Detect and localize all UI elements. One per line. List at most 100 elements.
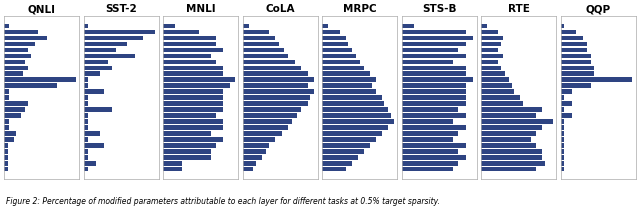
Bar	[84, 161, 95, 166]
Bar	[481, 155, 541, 160]
Bar	[481, 161, 545, 166]
Bar	[84, 107, 111, 112]
Title: QNLI: QNLI	[28, 4, 56, 14]
Bar	[163, 42, 216, 46]
Bar	[243, 72, 308, 76]
Bar	[84, 72, 100, 76]
Bar	[561, 59, 591, 64]
Bar	[481, 66, 501, 70]
Bar	[163, 167, 182, 171]
Bar	[84, 66, 111, 70]
Bar	[401, 24, 414, 28]
Bar	[84, 143, 104, 148]
Bar	[322, 101, 384, 106]
Bar	[481, 72, 506, 76]
Bar	[561, 36, 583, 40]
Bar	[481, 95, 520, 100]
Title: CoLA: CoLA	[266, 4, 295, 14]
Bar	[322, 30, 340, 34]
Bar	[243, 77, 314, 82]
Text: Figure 2: Percentage of modified parameters attributable to each layer for diffe: Figure 2: Percentage of modified paramet…	[6, 197, 440, 206]
Bar	[561, 131, 564, 136]
Bar	[322, 48, 352, 52]
Bar	[401, 113, 466, 118]
Bar	[4, 119, 9, 124]
Bar	[243, 119, 292, 124]
Bar	[322, 24, 328, 28]
Bar	[322, 125, 388, 130]
Bar	[4, 48, 28, 52]
Bar	[4, 113, 21, 118]
Bar	[84, 83, 88, 88]
Bar	[243, 131, 282, 136]
Bar	[401, 107, 458, 112]
Bar	[163, 89, 223, 94]
Bar	[401, 77, 474, 82]
Bar	[4, 72, 23, 76]
Bar	[243, 83, 308, 88]
Bar	[163, 149, 211, 154]
Title: MRPC: MRPC	[343, 4, 376, 14]
Bar	[401, 119, 452, 124]
Bar	[322, 77, 376, 82]
Bar	[163, 30, 199, 34]
Bar	[84, 24, 88, 28]
Bar	[481, 30, 497, 34]
Bar	[4, 83, 57, 88]
Bar	[322, 167, 346, 171]
Bar	[561, 42, 587, 46]
Bar	[561, 89, 572, 94]
Bar	[84, 125, 88, 130]
Bar	[4, 167, 8, 171]
Bar	[401, 36, 474, 40]
Bar	[84, 149, 88, 154]
Bar	[4, 137, 13, 142]
Bar	[84, 54, 136, 58]
Bar	[4, 95, 9, 100]
Bar	[4, 125, 9, 130]
Bar	[163, 24, 175, 28]
Bar	[4, 59, 25, 64]
Bar	[322, 113, 392, 118]
Bar	[561, 167, 564, 171]
Bar	[84, 77, 88, 82]
Bar	[4, 143, 8, 148]
Bar	[322, 161, 352, 166]
Bar	[243, 30, 269, 34]
Bar	[322, 149, 364, 154]
Bar	[243, 66, 301, 70]
Bar	[322, 42, 348, 46]
Bar	[163, 137, 223, 142]
Bar	[561, 54, 591, 58]
Bar	[561, 149, 564, 154]
Bar	[163, 48, 223, 52]
Bar	[561, 155, 564, 160]
Bar	[322, 107, 388, 112]
Bar	[401, 167, 452, 171]
Bar	[401, 42, 466, 46]
Bar	[401, 143, 466, 148]
Title: RTE: RTE	[508, 4, 530, 14]
Bar	[4, 101, 28, 106]
Bar	[4, 66, 28, 70]
Bar	[561, 137, 564, 142]
Bar	[401, 161, 458, 166]
Bar	[84, 95, 88, 100]
Bar	[481, 24, 486, 28]
Bar	[561, 107, 564, 112]
Bar	[163, 54, 211, 58]
Bar	[163, 36, 216, 40]
Bar	[322, 143, 370, 148]
Bar	[481, 137, 531, 142]
Bar	[401, 59, 452, 64]
Bar	[481, 167, 536, 171]
Bar	[4, 36, 47, 40]
Bar	[243, 95, 310, 100]
Bar	[4, 54, 31, 58]
Bar	[481, 36, 503, 40]
Bar	[401, 95, 466, 100]
Bar	[561, 83, 591, 88]
Bar	[401, 101, 466, 106]
Bar	[163, 59, 216, 64]
Bar	[163, 107, 223, 112]
